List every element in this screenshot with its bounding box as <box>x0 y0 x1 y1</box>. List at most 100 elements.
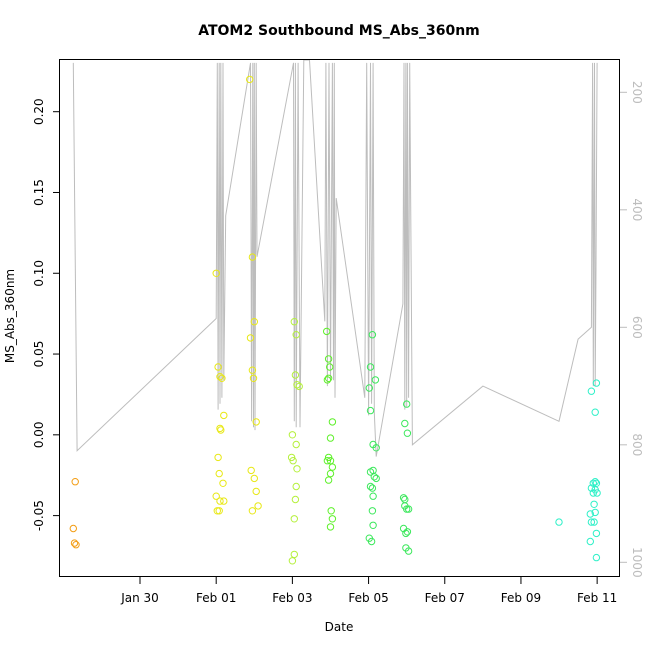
data-point <box>326 523 335 531</box>
data-point <box>555 518 563 526</box>
data-point <box>216 497 224 505</box>
data-point <box>587 484 596 492</box>
data-point <box>589 479 597 487</box>
axes: Jan 30 Feb 01 Feb 03 Feb 05 Feb 07 Feb 09 Feb … <box>32 81 644 605</box>
data-point <box>326 363 334 371</box>
data-point <box>590 518 598 526</box>
data-point <box>589 489 597 497</box>
data-point <box>291 495 300 504</box>
data-point <box>288 431 297 439</box>
plot-frame <box>59 59 620 577</box>
data-point <box>326 457 335 465</box>
data-point <box>220 411 228 420</box>
y2-tick-label: 1000 <box>630 547 644 578</box>
data-point <box>214 363 222 371</box>
x-axis-label: Date <box>325 620 354 634</box>
data-point <box>323 376 332 384</box>
data-point <box>216 373 224 381</box>
data-point <box>403 429 412 437</box>
data-point <box>328 463 337 471</box>
data-point <box>250 318 259 326</box>
data-point <box>587 518 596 526</box>
data-point <box>250 474 259 483</box>
data-point <box>328 515 337 523</box>
x-tick-label: Feb 05 <box>348 591 388 605</box>
data-point <box>592 379 601 387</box>
y-tick-label: -0.05 <box>32 500 46 531</box>
data-point <box>592 529 601 538</box>
data-point <box>591 478 599 486</box>
data-point <box>254 502 262 510</box>
data-point <box>219 479 227 487</box>
x-tick-label: Feb 03 <box>272 591 312 605</box>
y-tick-label: 0.00 <box>32 421 46 448</box>
y-tick-label: 0.15 <box>32 179 46 206</box>
data-point <box>292 440 300 449</box>
data-point <box>292 482 300 491</box>
data-point <box>217 426 225 434</box>
y-tick-label: 0.05 <box>32 341 46 368</box>
x-tick-label: Feb 09 <box>501 591 541 605</box>
y2-tick-label: 200 <box>630 81 644 104</box>
data-point <box>323 327 331 336</box>
data-point <box>369 492 377 500</box>
data-point <box>248 366 257 374</box>
data-point <box>365 384 373 392</box>
data-point <box>252 418 260 426</box>
data-point <box>323 457 332 465</box>
data-point <box>324 355 333 363</box>
data-point <box>403 505 411 513</box>
data-point <box>366 363 375 371</box>
x-tick-label: Feb 11 <box>577 591 617 605</box>
data-point <box>326 469 335 478</box>
data-point <box>248 253 257 261</box>
data-point <box>324 476 333 484</box>
x-tick-label: Feb 01 <box>196 591 236 605</box>
data-point <box>401 419 409 428</box>
data-point <box>402 529 410 538</box>
data-point <box>220 497 228 505</box>
data-point <box>252 487 260 496</box>
data-point <box>404 547 413 555</box>
data-point <box>370 473 378 481</box>
data-point <box>404 505 413 513</box>
data-point <box>324 374 333 382</box>
data-point <box>291 371 300 379</box>
data-point <box>372 474 380 483</box>
data-point <box>586 510 594 518</box>
data-point <box>215 507 223 515</box>
data-point <box>586 537 594 546</box>
data-point <box>248 507 257 515</box>
data-point <box>592 553 601 562</box>
y2-tick-label: 800 <box>630 433 644 456</box>
chart-title: ATOM2 Southbound MS_Abs_360nm <box>198 23 480 39</box>
x-tick-label: Feb 07 <box>425 591 465 605</box>
depth-line <box>72 59 598 457</box>
data-point <box>290 318 298 326</box>
data-point <box>371 376 380 384</box>
data-point <box>287 453 296 462</box>
data-point <box>212 269 220 277</box>
data-point <box>247 466 255 475</box>
data-point <box>366 406 375 415</box>
data-point <box>587 387 596 395</box>
depth-profile <box>72 59 598 457</box>
data-point <box>403 528 412 536</box>
data-point <box>368 331 377 339</box>
data-point <box>368 484 377 492</box>
x-tick-label: Jan 30 <box>120 591 159 605</box>
y-tick-label: 0.10 <box>32 260 46 287</box>
y-axis-label: MS_Abs_360nm <box>3 269 17 363</box>
data-point <box>326 434 335 442</box>
data-point <box>367 537 376 546</box>
data-point <box>69 524 78 533</box>
data-point <box>246 75 254 84</box>
data-point <box>212 492 220 500</box>
data-point <box>288 557 297 565</box>
data-point <box>292 331 300 339</box>
data-point <box>214 453 222 462</box>
data-point <box>327 507 335 515</box>
data-point <box>593 489 601 497</box>
data-point <box>70 539 79 547</box>
